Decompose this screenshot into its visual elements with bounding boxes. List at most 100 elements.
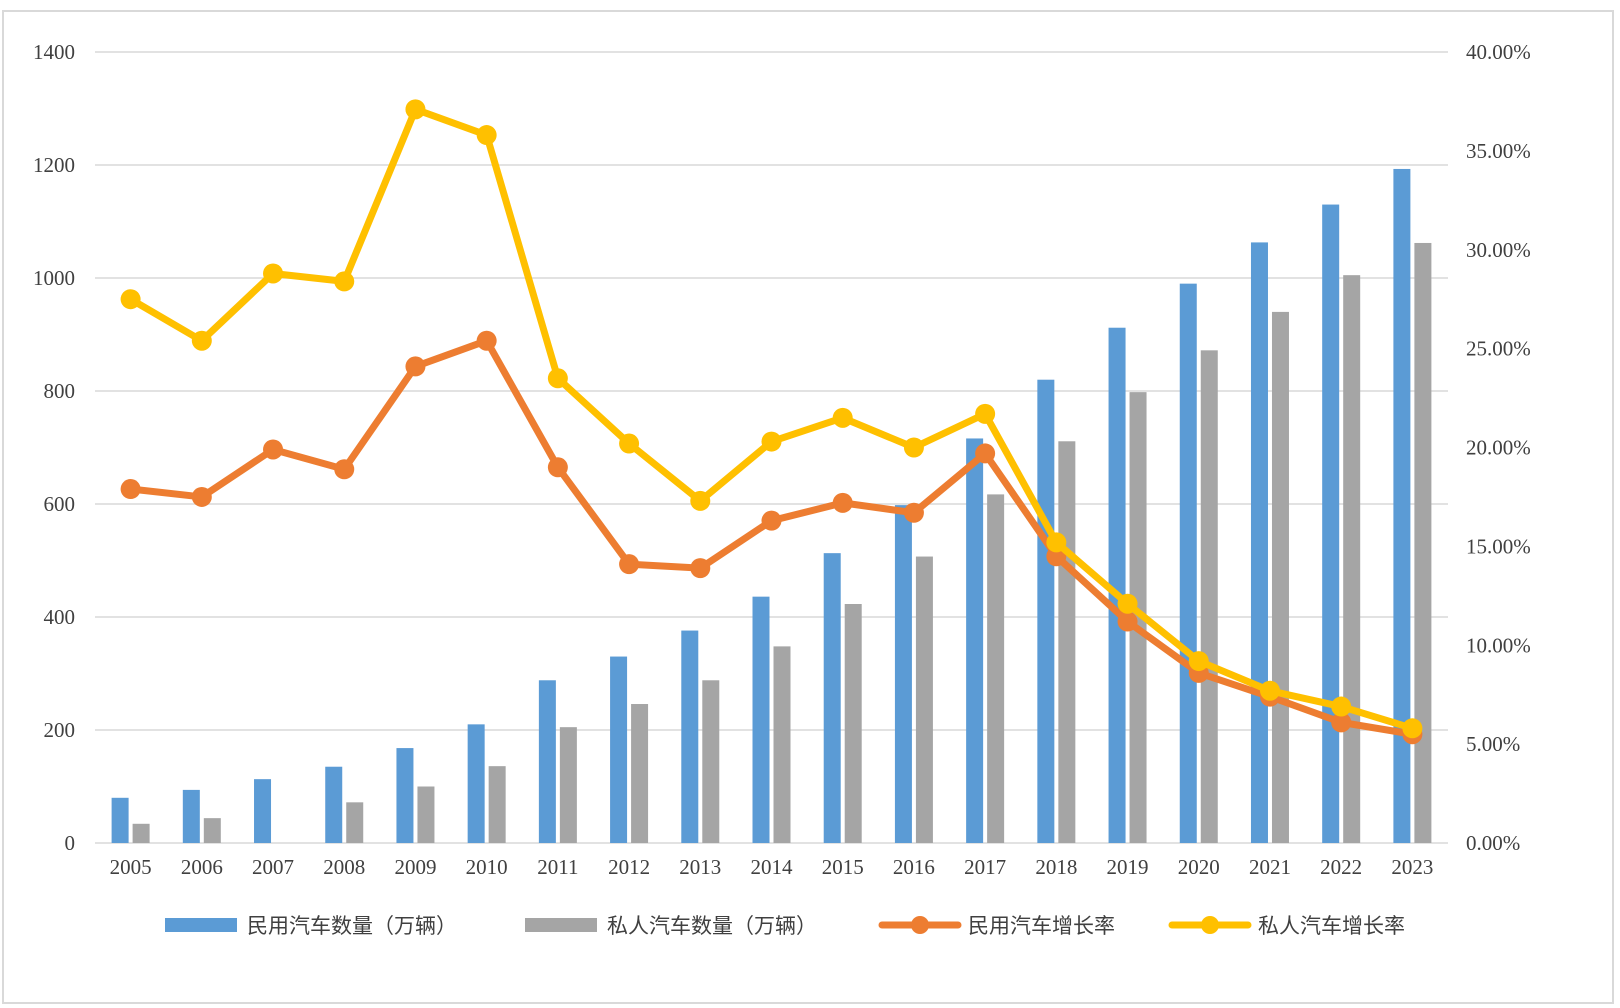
- x-tick-label: 2010: [466, 855, 508, 879]
- point-civil-growth: [263, 439, 284, 460]
- bar-civil: [894, 505, 912, 843]
- point-private-growth: [263, 263, 284, 284]
- bar-civil: [254, 779, 272, 843]
- point-civil-growth: [547, 457, 568, 478]
- bar-civil: [467, 724, 485, 843]
- x-tick-label: 2019: [1107, 855, 1149, 879]
- point-civil-growth: [619, 554, 640, 575]
- bar-private: [631, 704, 649, 843]
- legend: 民用汽车数量（万辆） 私人汽车数量（万辆） 民用汽车增长率 私人汽车增长率: [165, 914, 1405, 938]
- y-right-tick-label: 15.00%: [1466, 534, 1531, 558]
- bar-civil: [823, 553, 841, 843]
- line-civil-growth: [127, 337, 1416, 738]
- point-civil-growth: [405, 356, 426, 377]
- x-tick-label: 2016: [893, 855, 935, 879]
- y-left-tick-label: 400: [44, 605, 76, 629]
- legend-civil-count-swatch: [165, 918, 237, 932]
- point-private-growth: [619, 433, 640, 454]
- point-private-growth: [975, 403, 996, 424]
- y-left-tick-label: 600: [44, 492, 76, 516]
- point-private-growth: [1046, 532, 1067, 553]
- y-right-tick-label: 10.00%: [1466, 633, 1531, 657]
- y-left-tick-label: 0: [65, 831, 76, 855]
- point-civil-growth: [1331, 712, 1352, 733]
- point-civil-growth: [832, 492, 853, 513]
- x-tick-label: 2022: [1320, 855, 1362, 879]
- point-private-growth: [1117, 593, 1138, 614]
- legend-civil-growth-label: 民用汽车增长率: [968, 914, 1115, 938]
- bars: [111, 168, 1432, 844]
- x-tick-label: 2018: [1035, 855, 1077, 879]
- point-private-growth: [690, 490, 711, 511]
- x-tick-label: 2017: [964, 855, 1006, 879]
- bar-civil: [1179, 283, 1197, 843]
- point-civil-growth: [903, 502, 924, 523]
- legend-private-count-label: 私人汽车数量（万辆）: [607, 914, 817, 938]
- x-tick-label: 2007: [252, 855, 294, 879]
- bar-private: [559, 727, 577, 843]
- legend-private-growth-label: 私人汽车增长率: [1258, 914, 1405, 938]
- legend-civil-growth-marker: [911, 916, 929, 934]
- point-private-growth: [334, 271, 355, 292]
- point-civil-growth: [334, 459, 355, 480]
- bar-civil: [966, 438, 984, 843]
- point-civil-growth: [975, 443, 996, 464]
- bar-civil: [1393, 168, 1411, 843]
- x-tick-label: 2023: [1391, 855, 1433, 879]
- bar-private: [1271, 311, 1289, 843]
- bar-private: [488, 766, 506, 843]
- axis-labels: 0 200 400 600 800 1000 1200 1400 0.00% 5.00% 10.00…: [33, 40, 1531, 879]
- y-right-tick-label: 30.00%: [1466, 238, 1531, 262]
- bar-civil: [1322, 204, 1340, 844]
- bar-civil: [681, 630, 699, 843]
- point-civil-growth: [1117, 611, 1138, 632]
- point-private-growth: [903, 437, 924, 458]
- point-private-growth: [1402, 718, 1423, 739]
- bar-private: [132, 823, 150, 843]
- bar-private: [1200, 350, 1218, 843]
- bar-civil: [610, 656, 628, 843]
- point-private-growth: [547, 368, 568, 389]
- point-private-growth: [120, 289, 141, 310]
- bar-private: [773, 646, 791, 843]
- line-private-growth: [127, 105, 1416, 732]
- y-right-tick-label: 40.00%: [1466, 40, 1531, 64]
- y-right-tick-label: 20.00%: [1466, 436, 1531, 460]
- y-left-tick-label: 200: [44, 718, 76, 742]
- point-civil-growth: [761, 510, 782, 531]
- point-private-growth: [476, 125, 497, 146]
- bar-private: [1414, 242, 1432, 844]
- y-left-tick-label: 1000: [33, 266, 75, 290]
- bar-private: [203, 818, 221, 843]
- y-right-tick-label: 5.00%: [1466, 732, 1520, 756]
- x-tick-label: 2009: [394, 855, 436, 879]
- grid-lines: [95, 51, 1448, 844]
- bar-civil: [182, 789, 200, 843]
- legend-private-growth-marker: [1201, 916, 1219, 934]
- x-tick-label: 2005: [110, 855, 152, 879]
- x-tick-label: 2013: [679, 855, 721, 879]
- bar-private: [844, 604, 862, 843]
- point-civil-growth: [476, 330, 497, 351]
- y-left-tick-label: 1400: [33, 40, 75, 64]
- legend-private-count-swatch: [525, 918, 597, 932]
- bar-private: [702, 680, 720, 843]
- bar-private: [1058, 441, 1076, 843]
- bar-civil: [396, 748, 414, 843]
- y-right-tick-label: 25.00%: [1466, 337, 1531, 361]
- point-private-growth: [1188, 651, 1209, 672]
- x-tick-label: 2015: [822, 855, 864, 879]
- point-private-growth: [191, 330, 212, 351]
- bar-civil: [538, 680, 556, 843]
- bar-private: [1343, 275, 1361, 843]
- point-private-growth: [1259, 680, 1280, 701]
- x-tick-label: 2020: [1178, 855, 1220, 879]
- bar-private: [346, 802, 364, 843]
- point-civil-growth: [120, 479, 141, 500]
- bar-private: [915, 556, 933, 843]
- bar-private: [1129, 392, 1147, 843]
- y-left-tick-label: 800: [44, 379, 76, 403]
- point-civil-growth: [191, 486, 212, 507]
- x-tick-label: 2011: [537, 855, 578, 879]
- bar-civil: [325, 766, 343, 843]
